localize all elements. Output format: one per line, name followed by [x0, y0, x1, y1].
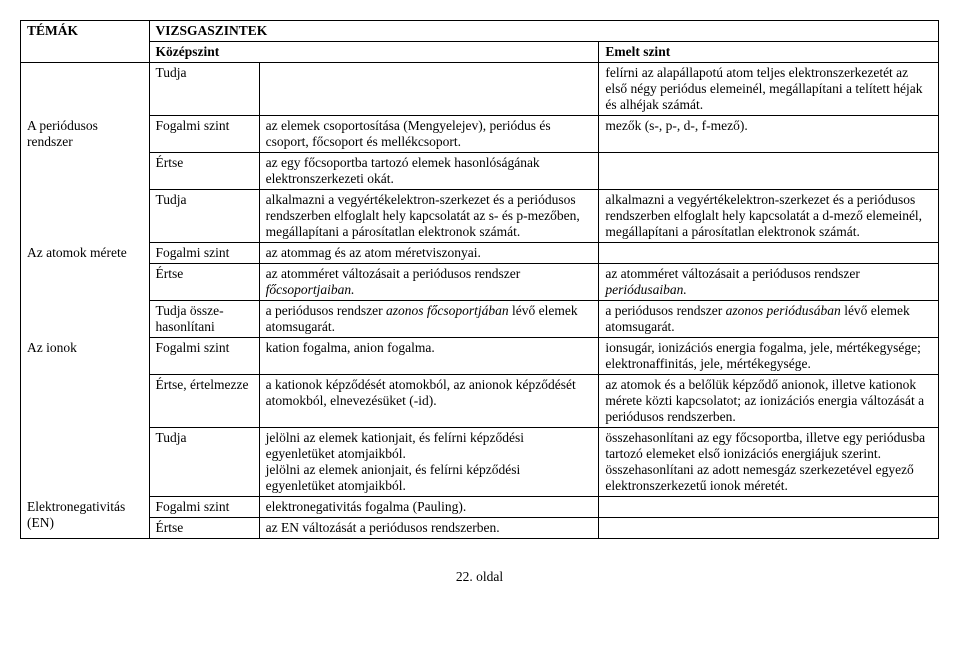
cell-theme: A periódusos rendszer [21, 116, 150, 243]
cell-level: Tudja össze-hasonlítani [149, 301, 259, 338]
table-row: Az ionok Fogalmi szint kation fogalma, a… [21, 338, 939, 375]
cell-kozep: az elemek csoportosítása (Mengyelejev), … [259, 116, 599, 153]
cell-emelt: az atomméret változásait a periódusos re… [599, 264, 939, 301]
cell-level: Fogalmi szint [149, 116, 259, 153]
cell-emelt [599, 153, 939, 190]
cell-kozep: az atomméret változásait a periódusos re… [259, 264, 599, 301]
cell-kozep: az egy főcsoportba tartozó elemek hasonl… [259, 153, 599, 190]
cell-level: Tudja [149, 428, 259, 497]
cell-theme [21, 63, 150, 116]
cell-emelt [599, 518, 939, 539]
table-row: Értse az EN változását a periódusos rend… [21, 518, 939, 539]
cell-kozep [259, 63, 599, 116]
table-row: Tudja jelölni az elemek kationjait, és f… [21, 428, 939, 497]
table-row: Tudja alkalmazni a vegyértékelektron-sze… [21, 190, 939, 243]
cell-kozep: kation fogalma, anion fogalma. [259, 338, 599, 375]
cell-emelt: mezők (s-, p-, d-, f-mező). [599, 116, 939, 153]
cell-theme: Elektronegativitás (EN) [21, 497, 150, 539]
table-row: Tudja felírni az alapállapotú atom telje… [21, 63, 939, 116]
cell-emelt: ionsugár, ionizációs energia fogalma, je… [599, 338, 939, 375]
header-emelt: Emelt szint [599, 42, 939, 63]
cell-kozep: az EN változását a periódusos rendszerbe… [259, 518, 599, 539]
header-levels: VIZSGASZINTEK [149, 21, 938, 42]
header-row-2: Középszint Emelt szint [21, 42, 939, 63]
cell-level: Tudja [149, 190, 259, 243]
table-row: Elektronegativitás (EN) Fogalmi szint el… [21, 497, 939, 518]
cell-theme: Az atomok mérete [21, 243, 150, 338]
cell-emelt [599, 497, 939, 518]
cell-level: Fogalmi szint [149, 338, 259, 375]
page-number: 22. oldal [20, 569, 939, 585]
cell-kozep: alkalmazni a vegyértékelektron-szerkezet… [259, 190, 599, 243]
table-row: Az atomok mérete Fogalmi szint az atomma… [21, 243, 939, 264]
cell-emelt: a periódusos rendszer azonos periódusába… [599, 301, 939, 338]
cell-emelt: alkalmazni a vegyértékelektron-szerkezet… [599, 190, 939, 243]
cell-emelt [599, 243, 939, 264]
cell-emelt: összehasonlítani az egy főcsoportba, ill… [599, 428, 939, 497]
cell-kozep: az atommag és az atom méretviszonyai. [259, 243, 599, 264]
cell-level: Értse [149, 518, 259, 539]
cell-emelt: felírni az alapállapotú atom teljes elek… [599, 63, 939, 116]
cell-level: Tudja [149, 63, 259, 116]
cell-emelt: az atomok és a belőlük képződő anionok, … [599, 375, 939, 428]
curriculum-table: TÉMÁK VIZSGASZINTEK Középszint Emelt szi… [20, 20, 939, 539]
table-row: Értse, értelmezze a kationok képződését … [21, 375, 939, 428]
cell-theme: Az ionok [21, 338, 150, 497]
table-row: Tudja össze-hasonlítani a periódusos ren… [21, 301, 939, 338]
table-row: Értse az egy főcsoportba tartozó elemek … [21, 153, 939, 190]
cell-level: Értse, értelmezze [149, 375, 259, 428]
table-row: Értse az atomméret változásait a periódu… [21, 264, 939, 301]
table-row: A periódusos rendszer Fogalmi szint az e… [21, 116, 939, 153]
header-theme: TÉMÁK [21, 21, 150, 63]
header-kozep: Középszint [149, 42, 599, 63]
cell-level: Értse [149, 153, 259, 190]
cell-kozep: elektronegativitás fogalma (Pauling). [259, 497, 599, 518]
cell-kozep: jelölni az elemek kationjait, és felírni… [259, 428, 599, 497]
cell-level: Értse [149, 264, 259, 301]
header-row-1: TÉMÁK VIZSGASZINTEK [21, 21, 939, 42]
cell-level: Fogalmi szint [149, 243, 259, 264]
cell-level: Fogalmi szint [149, 497, 259, 518]
cell-kozep: a periódusos rendszer azonos főcsoportjá… [259, 301, 599, 338]
cell-kozep: a kationok képződését atomokból, az anio… [259, 375, 599, 428]
